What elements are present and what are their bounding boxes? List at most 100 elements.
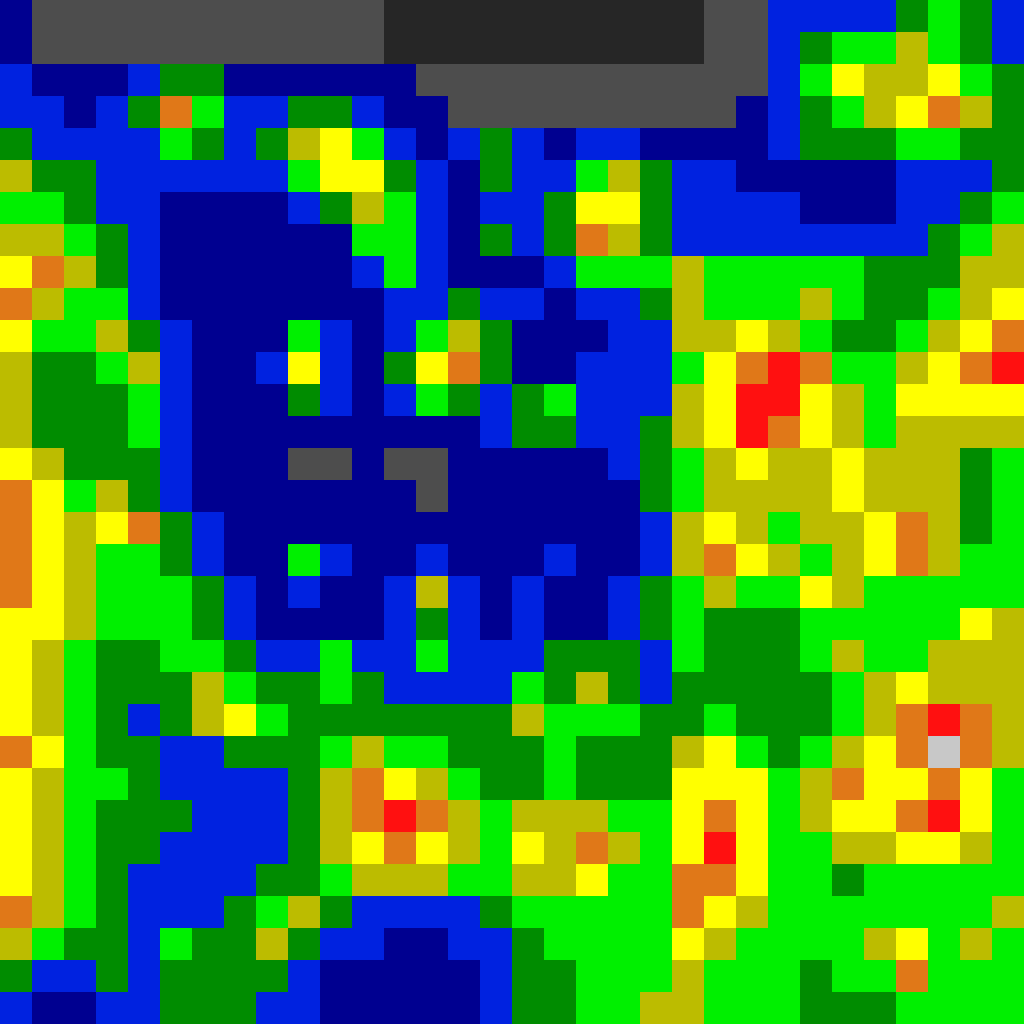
cell	[544, 928, 577, 961]
cell	[928, 800, 961, 833]
cell	[704, 608, 737, 641]
cell	[832, 64, 865, 97]
cell	[384, 800, 417, 833]
cell	[128, 928, 161, 961]
cell	[928, 736, 961, 769]
cell	[320, 416, 353, 449]
cell	[736, 512, 769, 545]
cell	[320, 736, 353, 769]
cell	[416, 64, 449, 97]
cell	[928, 416, 961, 449]
cell	[768, 416, 801, 449]
cell	[96, 832, 129, 865]
cell	[832, 32, 865, 65]
cell	[800, 96, 833, 129]
cell	[160, 928, 193, 961]
cell	[128, 480, 161, 513]
cell	[704, 480, 737, 513]
cell	[256, 512, 289, 545]
cell	[864, 992, 897, 1024]
cell	[0, 384, 33, 417]
cell	[96, 160, 129, 193]
cell	[256, 640, 289, 673]
cell	[480, 224, 513, 257]
cell	[768, 928, 801, 961]
cell	[416, 288, 449, 321]
cell	[640, 992, 673, 1024]
cell	[448, 256, 481, 289]
cell	[224, 992, 257, 1024]
cell	[160, 480, 193, 513]
cell	[800, 704, 833, 737]
cell	[224, 128, 257, 161]
cell	[544, 896, 577, 929]
cell	[640, 736, 673, 769]
cell	[160, 608, 193, 641]
cell	[288, 480, 321, 513]
cell	[768, 704, 801, 737]
cell	[384, 352, 417, 385]
cell	[288, 544, 321, 577]
cell	[32, 96, 65, 129]
cell	[0, 96, 33, 129]
cell	[832, 320, 865, 353]
cell	[32, 512, 65, 545]
cell	[0, 128, 33, 161]
cell	[256, 256, 289, 289]
cell	[608, 96, 641, 129]
cell	[320, 768, 353, 801]
cell	[480, 512, 513, 545]
cell	[768, 864, 801, 897]
cell	[608, 288, 641, 321]
cell	[640, 384, 673, 417]
cell	[672, 640, 705, 673]
cell	[416, 320, 449, 353]
cell	[512, 864, 545, 897]
cell	[160, 512, 193, 545]
cell	[768, 544, 801, 577]
cell	[832, 0, 865, 33]
cell	[736, 576, 769, 609]
cell	[992, 480, 1024, 513]
cell	[96, 864, 129, 897]
cell	[608, 160, 641, 193]
cell	[960, 64, 993, 97]
cell	[480, 0, 513, 33]
cell	[640, 800, 673, 833]
cell	[384, 416, 417, 449]
cell	[64, 608, 97, 641]
cell	[608, 704, 641, 737]
cell	[160, 256, 193, 289]
cell	[64, 992, 97, 1024]
cell	[864, 576, 897, 609]
cell	[160, 352, 193, 385]
cell	[416, 512, 449, 545]
cell	[256, 608, 289, 641]
cell	[32, 448, 65, 481]
cell	[256, 96, 289, 129]
cell	[960, 896, 993, 929]
cell	[32, 736, 65, 769]
cell	[416, 544, 449, 577]
cell	[448, 224, 481, 257]
cell	[480, 192, 513, 225]
cell	[672, 352, 705, 385]
cell	[64, 64, 97, 97]
cell	[736, 416, 769, 449]
cell	[480, 736, 513, 769]
cell	[672, 576, 705, 609]
cell	[0, 768, 33, 801]
cell	[704, 640, 737, 673]
cell	[704, 736, 737, 769]
cell	[352, 160, 385, 193]
cell	[512, 704, 545, 737]
cell	[800, 832, 833, 865]
cell	[576, 192, 609, 225]
cell	[672, 832, 705, 865]
cell	[512, 736, 545, 769]
cell	[544, 0, 577, 33]
cell	[704, 192, 737, 225]
cell	[672, 320, 705, 353]
cell	[192, 576, 225, 609]
cell	[448, 864, 481, 897]
